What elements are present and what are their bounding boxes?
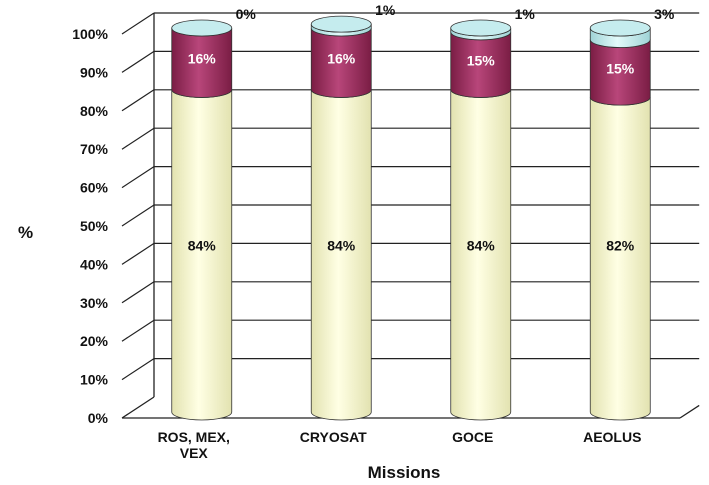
bar-top-cap bbox=[171, 19, 233, 37]
gridline-depth bbox=[121, 319, 155, 342]
data-label: 84% bbox=[188, 238, 217, 254]
x-axis-title: Missions bbox=[368, 463, 441, 482]
data-label: 1% bbox=[515, 6, 536, 22]
y-tick-label: 20% bbox=[80, 333, 109, 349]
y-tick-label: 90% bbox=[80, 64, 109, 80]
gridline-depth bbox=[121, 358, 155, 381]
y-tick-label: 60% bbox=[80, 180, 109, 196]
y-tick-label: 10% bbox=[80, 372, 109, 388]
y-axis-title: % bbox=[18, 223, 33, 242]
floor-left-edge bbox=[121, 396, 155, 419]
y-tick-label: 80% bbox=[80, 103, 109, 119]
data-label: 15% bbox=[606, 60, 635, 76]
gridline-depth bbox=[121, 281, 155, 304]
labels-layer: 0% 10% 20% 30% 40% 50% 60% 70% 80% 90% 100% 84% 16% 0… bbox=[72, 2, 675, 461]
y-tick-label: 50% bbox=[80, 218, 109, 234]
data-label: 84% bbox=[327, 238, 356, 254]
data-label: 3% bbox=[654, 6, 675, 22]
x-tick-label: AEOLUS bbox=[583, 429, 641, 445]
bars-layer bbox=[171, 15, 651, 421]
x-tick-label: CRYOSAT bbox=[300, 429, 367, 445]
gridline-depth bbox=[121, 242, 155, 265]
bar-top-cap bbox=[450, 19, 512, 37]
gridline-depth bbox=[121, 50, 155, 73]
bar-segment bbox=[310, 89, 372, 421]
data-label: 15% bbox=[467, 53, 496, 69]
bar-segment bbox=[450, 89, 512, 421]
data-label: 16% bbox=[188, 51, 217, 67]
data-label: 1% bbox=[375, 2, 396, 18]
y-tick-label: 40% bbox=[80, 256, 109, 272]
bar-segment bbox=[171, 89, 233, 421]
x-tick-label: ROS, MEX, bbox=[158, 429, 230, 445]
gridline-depth bbox=[121, 204, 155, 227]
gridline-depth bbox=[121, 89, 155, 112]
gridline-depth bbox=[121, 166, 155, 189]
gridline-depth bbox=[121, 12, 155, 35]
bar-segment bbox=[589, 97, 651, 421]
y-tick-label: 100% bbox=[72, 26, 108, 42]
bar-top-cap bbox=[589, 19, 651, 37]
data-label: 0% bbox=[236, 6, 257, 22]
floor-right-edge bbox=[679, 404, 700, 419]
y-tick-label: 70% bbox=[80, 141, 109, 157]
data-label: 82% bbox=[606, 238, 635, 254]
data-label: 84% bbox=[467, 238, 496, 254]
data-label: 16% bbox=[327, 51, 356, 67]
x-tick-label: GOCE bbox=[452, 429, 493, 445]
gridline-depth bbox=[121, 127, 155, 150]
bar-top-cap bbox=[310, 15, 372, 33]
y-tick-label: 30% bbox=[80, 295, 109, 311]
x-tick-label: VEX bbox=[180, 445, 209, 461]
y-tick-label: 0% bbox=[88, 410, 109, 426]
